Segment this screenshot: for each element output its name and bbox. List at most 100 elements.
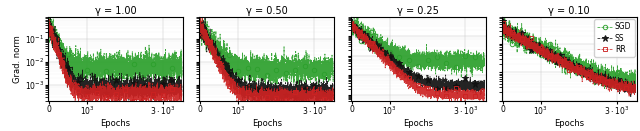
SS <box>396 65 403 66</box>
SGD <box>224 59 232 61</box>
SGD <box>501 18 509 19</box>
SGD <box>198 15 206 17</box>
RR <box>168 88 175 90</box>
SGD <box>93 70 101 71</box>
SGD <box>45 11 53 12</box>
RR <box>350 20 358 21</box>
SS <box>124 88 132 90</box>
SGD <box>281 73 289 75</box>
SS <box>584 71 591 72</box>
Line: SS: SS <box>197 11 337 110</box>
SS <box>410 78 418 80</box>
SS <box>168 85 175 86</box>
SGD <box>621 83 629 84</box>
Title: γ = 0.10: γ = 0.10 <box>548 6 590 16</box>
RR <box>224 79 232 80</box>
SGD <box>110 88 118 89</box>
SS <box>376 48 383 49</box>
Line: SS: SS <box>45 15 186 105</box>
RR <box>547 53 555 55</box>
Line: SGD: SGD <box>47 9 184 91</box>
Line: RR: RR <box>349 18 486 104</box>
SS <box>547 56 555 58</box>
X-axis label: Epochs: Epochs <box>252 119 282 128</box>
RR <box>281 98 289 99</box>
SS <box>578 72 586 73</box>
SGD <box>427 62 435 64</box>
SGD <box>244 69 252 70</box>
SGD <box>196 32 204 33</box>
SS <box>481 82 488 84</box>
SS <box>427 87 435 88</box>
Line: RR: RR <box>47 17 184 109</box>
SGD <box>319 66 327 67</box>
RR <box>499 22 507 24</box>
Y-axis label: Grad. norm: Grad. norm <box>13 35 22 83</box>
Line: SS: SS <box>499 18 639 101</box>
SGD <box>547 51 555 52</box>
RR <box>259 97 267 99</box>
SS <box>324 106 332 108</box>
SGD <box>350 13 358 15</box>
SGD <box>108 66 116 67</box>
SGD <box>259 66 267 68</box>
SGD <box>481 60 488 62</box>
SGD <box>628 91 636 92</box>
SS <box>432 84 440 86</box>
SS <box>93 91 101 92</box>
SGD <box>584 67 591 69</box>
RR <box>481 96 488 98</box>
Line: SGD: SGD <box>500 16 638 94</box>
SGD <box>178 65 186 66</box>
SS <box>47 18 54 19</box>
SGD <box>527 41 534 42</box>
SGD <box>432 68 440 69</box>
Line: RR: RR <box>500 21 638 99</box>
RR <box>244 91 252 93</box>
SS <box>477 94 484 95</box>
SS <box>108 90 116 91</box>
RR <box>301 110 308 111</box>
SS <box>632 84 639 85</box>
SS <box>527 39 534 41</box>
SGD <box>463 78 470 80</box>
SS <box>281 96 289 97</box>
RR <box>410 87 418 89</box>
SS <box>224 65 232 67</box>
RR <box>348 25 355 26</box>
RR <box>330 99 337 101</box>
SGD <box>499 35 507 36</box>
SS <box>201 14 209 15</box>
RR <box>562 65 570 67</box>
RR <box>108 100 116 102</box>
SS <box>73 86 81 88</box>
RR <box>73 86 81 88</box>
Line: SS: SS <box>348 16 488 98</box>
SS <box>348 18 355 20</box>
Title: γ = 1.00: γ = 1.00 <box>95 6 136 16</box>
SGD <box>632 79 639 80</box>
RR <box>124 95 132 97</box>
SGD <box>578 68 586 70</box>
RR <box>457 101 465 103</box>
SS <box>259 85 267 86</box>
Line: RR: RR <box>198 14 335 113</box>
RR <box>427 96 435 98</box>
SGD <box>124 49 132 51</box>
SS <box>470 86 478 88</box>
SS <box>97 101 104 102</box>
Legend: SGD, SS, RR: SGD, SS, RR <box>595 19 634 57</box>
SGD <box>562 48 570 49</box>
SS <box>319 96 326 98</box>
RR <box>470 93 478 94</box>
RR <box>93 95 101 97</box>
RR <box>396 69 403 71</box>
SS <box>275 89 283 91</box>
X-axis label: Epochs: Epochs <box>100 119 131 128</box>
SGD <box>273 88 280 90</box>
SS <box>562 62 570 63</box>
RR <box>197 16 205 17</box>
SS <box>499 21 507 22</box>
RR <box>319 100 327 101</box>
SGD <box>330 69 337 71</box>
